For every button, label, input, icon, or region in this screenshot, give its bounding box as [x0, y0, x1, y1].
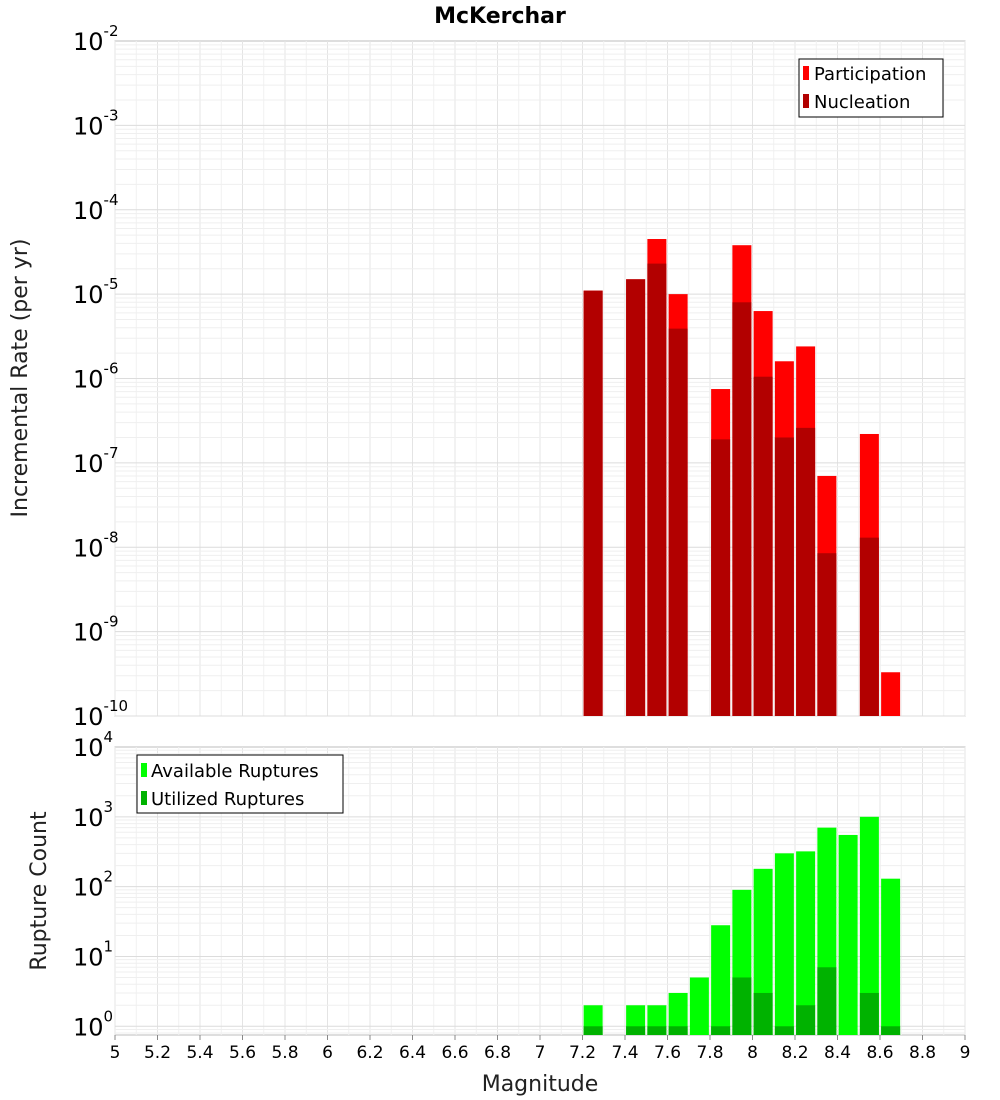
top-ytick-label: 10-9 [73, 613, 119, 647]
x-tick-label: 7.8 [696, 1043, 723, 1063]
bottom-utilized-ruptures-bar [626, 1026, 646, 1035]
top-legend: Participation Nucleation [798, 58, 944, 118]
bottom-utilized-ruptures-bar [881, 1026, 901, 1035]
top-bars [583, 239, 901, 717]
bottom-utilized-ruptures-bar [647, 1026, 667, 1035]
x-tick-label: 7 [535, 1043, 546, 1063]
bottom-panel: 100 101 102 103 104 5 5.2 5.4 5.6 5.8 6 6.2 6.4 6.6 6… [27, 728, 970, 1097]
participation-swatch [803, 66, 809, 80]
top-ytick-label: 10-2 [73, 22, 119, 56]
x-tick-label: 8 [747, 1043, 758, 1063]
bottom-ytick-label: 103 [73, 798, 113, 832]
top-nucleation-bar [796, 427, 816, 716]
x-tick-label: 6.8 [484, 1043, 511, 1063]
bottom-utilized-ruptures-bar [796, 1005, 816, 1035]
legend-available: Available Ruptures [151, 761, 319, 782]
top-nucleation-bar [817, 553, 837, 716]
bottom-legend-box [136, 754, 344, 814]
x-ticks: 5 5.2 5.4 5.6 5.8 6 6.2 6.4 6.6 6.8 7 7.2 7.4 7.6 7.8 8… [110, 1035, 971, 1063]
bottom-available-ruptures-bar [711, 925, 731, 1035]
chart-title: McKerchar [434, 4, 566, 29]
legend-nucleation: Nucleation [814, 92, 910, 113]
top-participation-bar [881, 672, 901, 716]
top-ytick-label: 10-4 [73, 191, 119, 225]
top-nucleation-bar [647, 263, 667, 716]
x-tick-label: 7.4 [611, 1043, 638, 1063]
x-tick-label: 6 [322, 1043, 333, 1063]
top-grid [114, 41, 966, 717]
top-nucleation-bar [711, 439, 731, 716]
bottom-utilized-ruptures-bar [668, 1026, 688, 1035]
bottom-legend: Available Ruptures Utilized Ruptures [136, 754, 344, 814]
x-tick-label: 6.4 [399, 1043, 426, 1063]
available-swatch [141, 763, 147, 777]
bottom-utilized-ruptures-bar [732, 977, 752, 1035]
top-nucleation-bar [774, 437, 794, 716]
x-tick-label: 5.8 [271, 1043, 298, 1063]
bottom-ytick-label: 104 [73, 728, 113, 762]
utilized-swatch [141, 791, 147, 805]
bottom-available-ruptures-bar [796, 851, 816, 1035]
top-nucleation-bar [732, 302, 752, 716]
top-y-axis-label: Incremental Rate (per yr) [8, 239, 33, 518]
bottom-available-ruptures-bar [774, 853, 794, 1035]
x-tick-label: 8.4 [824, 1043, 851, 1063]
top-legend-box [798, 58, 944, 118]
top-ytick-label: 10-8 [73, 528, 119, 562]
x-tick-label: 9 [960, 1043, 971, 1063]
bottom-utilized-ruptures-bar [583, 1026, 603, 1035]
x-tick-label: 8.6 [866, 1043, 893, 1063]
top-ytick-label: 10-5 [73, 275, 119, 309]
x-tick-label: 5 [110, 1043, 121, 1063]
legend-utilized: Utilized Ruptures [151, 789, 304, 810]
top-nucleation-bar [668, 328, 688, 716]
top-nucleation-bar [753, 376, 773, 716]
bottom-ytick-label: 100 [73, 1007, 113, 1041]
top-nucleation-bar [859, 537, 879, 716]
top-ytick-label: 10-7 [73, 444, 119, 478]
x-tick-label: 8.2 [781, 1043, 808, 1063]
bottom-available-ruptures-bar [668, 992, 688, 1035]
top-nucleation-bar [583, 290, 603, 716]
top-ytick-label: 10-3 [73, 106, 119, 140]
legend-participation: Participation [814, 64, 926, 85]
top-y-ticks: 10-10 10-9 10-8 10-7 10-6 10-5 10-4 10-3 10-2 [73, 22, 128, 731]
bottom-y-ticks: 100 101 102 103 104 [73, 728, 113, 1041]
bottom-y-axis-label: Rupture Count [27, 811, 52, 971]
bottom-available-ruptures-bar [859, 816, 879, 1035]
top-panel: 10-10 10-9 10-8 10-7 10-6 10-5 10-4 10-3 10-2 In… [8, 22, 966, 731]
x-tick-label: 8.8 [909, 1043, 936, 1063]
bottom-bars [583, 816, 901, 1035]
x-tick-label: 5.2 [144, 1043, 171, 1063]
bottom-available-ruptures-bar [881, 878, 901, 1035]
bottom-utilized-ruptures-bar [753, 992, 773, 1035]
top-ytick-label: 10-6 [73, 360, 119, 394]
top-nucleation-bar [626, 279, 646, 716]
bottom-utilized-ruptures-bar [774, 1026, 794, 1035]
bottom-ytick-label: 101 [73, 937, 113, 971]
x-tick-label: 7.2 [569, 1043, 596, 1063]
x-tick-label: 6.2 [356, 1043, 383, 1063]
bottom-ytick-label: 102 [73, 868, 113, 902]
bottom-utilized-ruptures-bar [711, 1026, 731, 1035]
x-tick-label: 5.6 [229, 1043, 256, 1063]
bottom-utilized-ruptures-bar [817, 967, 837, 1035]
nucleation-swatch [803, 94, 809, 108]
x-tick-label: 5.4 [186, 1043, 213, 1063]
x-tick-label: 6.6 [441, 1043, 468, 1063]
bottom-utilized-ruptures-bar [859, 992, 879, 1035]
bottom-available-ruptures-bar [689, 977, 709, 1035]
top-ytick-label: 10-10 [73, 697, 128, 731]
bottom-available-ruptures-bar [838, 834, 858, 1035]
x-tick-label: 7.6 [654, 1043, 681, 1063]
x-axis-label: Magnitude [482, 1072, 599, 1097]
